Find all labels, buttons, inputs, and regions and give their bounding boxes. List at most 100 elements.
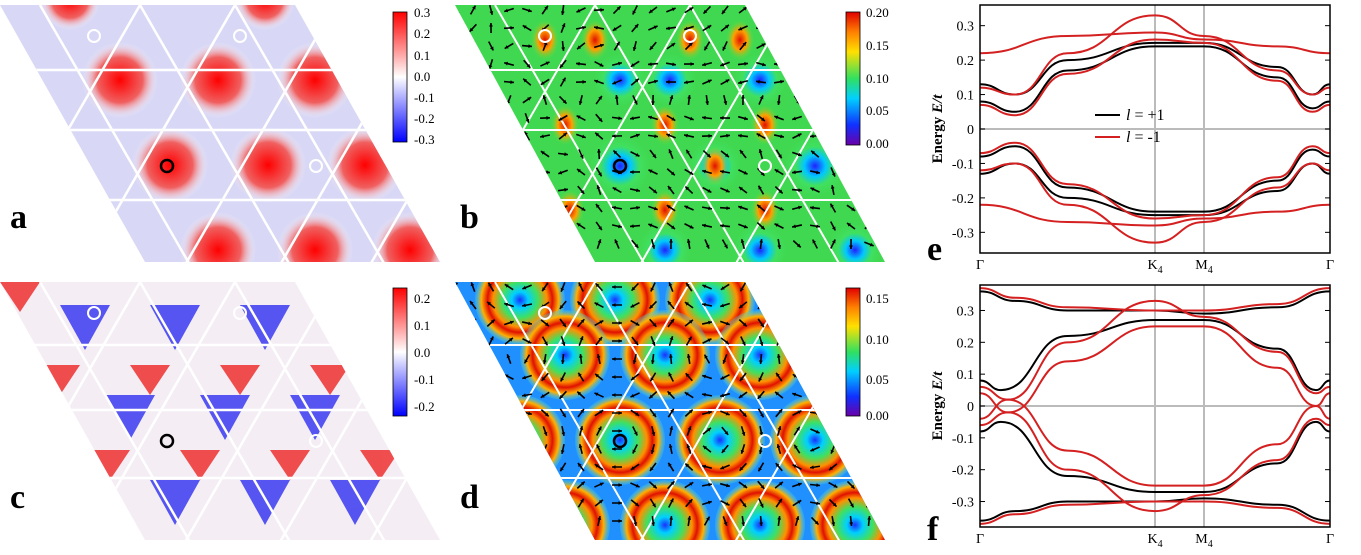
field-arrow-head xyxy=(508,207,513,212)
field-arrow-head xyxy=(725,188,730,193)
band-line xyxy=(979,45,1331,113)
field-arrow-head xyxy=(633,100,638,105)
field-arrow-head xyxy=(488,282,492,287)
field-arrow xyxy=(455,77,459,87)
field-arrow xyxy=(864,390,874,400)
field-arrow-head xyxy=(635,152,640,157)
field-arrow xyxy=(455,462,459,472)
band-line xyxy=(979,287,1331,312)
field-arrow xyxy=(521,464,533,470)
field-arrow-head xyxy=(526,430,531,435)
field-arrow-head xyxy=(666,133,671,138)
field-arrow-head xyxy=(580,319,585,324)
field-arrow-head xyxy=(846,223,851,227)
field-arrow-head xyxy=(758,305,762,310)
field-arrow-head xyxy=(828,304,833,308)
ytick-label: -0.2 xyxy=(952,464,974,479)
field-arrow xyxy=(522,445,532,453)
field-arrow xyxy=(455,59,458,69)
field-arrow-head xyxy=(726,133,730,138)
field-arrow-head xyxy=(580,189,585,194)
field-arrow-head xyxy=(634,243,639,248)
field-arrow xyxy=(455,202,457,214)
field-arrow-head xyxy=(522,285,527,290)
field-arrow-head xyxy=(599,320,604,324)
field-arrow-head xyxy=(617,61,622,66)
field-arrow xyxy=(846,7,856,13)
field-arrow-head xyxy=(504,302,509,307)
field-arrow-head xyxy=(722,46,727,51)
xtick-label: M4 xyxy=(1195,258,1212,276)
field-arrow xyxy=(455,98,461,102)
field-arrow-head xyxy=(528,44,532,49)
field-arrow-head xyxy=(832,412,837,417)
field-arrow xyxy=(794,5,800,15)
field-arrow-head xyxy=(510,80,514,85)
field-arrow-head xyxy=(541,466,546,471)
field-arrow xyxy=(829,131,837,141)
field-arrow-head xyxy=(522,465,527,470)
field-arrow xyxy=(849,425,853,437)
band-line xyxy=(979,203,1331,227)
cbar-a-tick: 0.0 xyxy=(414,69,430,84)
field-arrow-head xyxy=(455,449,457,454)
field-arrow xyxy=(471,515,475,527)
field-arrow xyxy=(863,187,875,193)
field-arrow-head xyxy=(488,444,493,449)
field-arrow-head xyxy=(707,338,712,343)
field-arrow-head xyxy=(654,134,658,139)
field-arrow-head xyxy=(670,408,674,413)
field-arrow xyxy=(467,133,479,139)
field-arrow xyxy=(455,282,459,292)
band-line xyxy=(979,500,1331,525)
field-arrow-head xyxy=(669,239,673,243)
field-arrow xyxy=(485,242,497,246)
field-arrow-head xyxy=(469,391,474,396)
xtick-label: K4 xyxy=(1147,258,1162,276)
panel-d-map xyxy=(455,282,885,540)
field-arrow-head xyxy=(792,224,796,229)
field-arrow-head xyxy=(525,173,530,177)
panel-b-label: b xyxy=(460,199,479,236)
field-arrow-head xyxy=(850,484,855,489)
field-arrow xyxy=(828,79,838,85)
field-arrow-head xyxy=(792,302,797,307)
field-arrow-head xyxy=(738,205,743,210)
band-line xyxy=(979,420,1331,493)
field-arrow-head xyxy=(685,463,690,468)
field-arrow-head xyxy=(455,394,456,399)
field-arrow-head xyxy=(668,185,672,190)
field-arrow-head xyxy=(739,150,744,154)
field-arrow xyxy=(470,95,476,105)
field-arrow-head xyxy=(527,8,532,13)
cbar-c-tick: 0.1 xyxy=(414,318,430,333)
field-arrow-head xyxy=(582,80,586,84)
field-arrow-head xyxy=(630,170,634,174)
field-arrow-head xyxy=(528,483,532,488)
field-arrow-head xyxy=(687,426,692,431)
field-arrow-head xyxy=(774,9,779,13)
field-arrow-head xyxy=(578,354,583,358)
field-arrow-head xyxy=(850,503,854,508)
field-arrow xyxy=(809,393,821,397)
field-arrow-head xyxy=(848,467,852,472)
field-arrow xyxy=(792,302,802,308)
ytick-label: -0.3 xyxy=(952,226,974,241)
field-arrow-head xyxy=(618,116,622,121)
field-arrow-head xyxy=(704,46,708,51)
field-arrow-head xyxy=(612,375,616,379)
field-arrow-head xyxy=(595,204,600,208)
field-arrow-head xyxy=(810,303,814,308)
field-arrow-head xyxy=(599,410,604,414)
field-arrow-head xyxy=(580,498,584,503)
xtick-label: Γ xyxy=(1326,532,1334,547)
field-arrow xyxy=(524,220,530,232)
band-plot-f: 0.3 0.2 0.1 0 -0.1 -0.2 -0.3 Γ K4 M4 Γ Energy E/t xyxy=(930,284,1334,550)
field-arrow-head xyxy=(672,62,676,67)
field-arrow-head xyxy=(488,64,493,69)
field-arrow-head xyxy=(810,134,814,139)
field-arrow-head xyxy=(522,303,526,308)
field-arrow-head xyxy=(652,413,656,417)
field-arrow-head xyxy=(653,25,658,30)
field-arrow-head xyxy=(471,516,476,520)
